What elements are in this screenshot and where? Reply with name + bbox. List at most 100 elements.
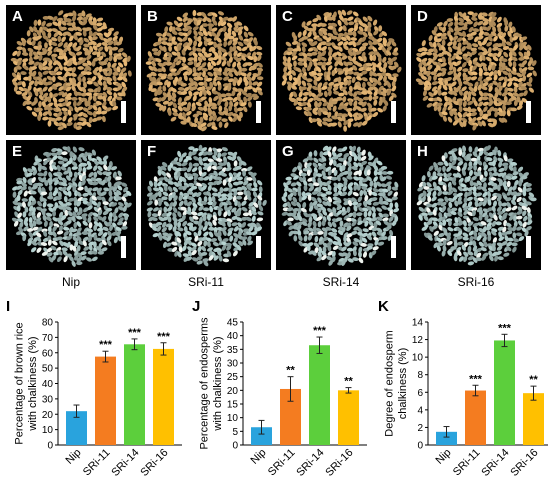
y-tick-label: 20 bbox=[42, 410, 54, 421]
y-axis-label-line: chalkiness (%) bbox=[397, 348, 409, 420]
y-tick-label: 0 bbox=[417, 441, 423, 452]
grain-disk bbox=[10, 10, 132, 131]
y-tick-label: 0 bbox=[47, 441, 53, 452]
bar-nip bbox=[66, 411, 87, 445]
y-axis-label-line: Degree of endosperm bbox=[384, 330, 396, 436]
genotype-label-sri-11: SRi-11 bbox=[188, 275, 224, 289]
scale-bar bbox=[121, 236, 126, 258]
photo-panel-h: H bbox=[411, 140, 541, 270]
chart-letter-j: J bbox=[192, 298, 201, 315]
panel-letter: H bbox=[417, 143, 428, 160]
y-tick-label: 10 bbox=[412, 353, 424, 364]
y-axis-label-line: with chalkiness (%) bbox=[212, 336, 224, 431]
y-tick-label: 45 bbox=[227, 318, 239, 329]
bar-sri-16 bbox=[523, 393, 544, 445]
y-tick-label: 14 bbox=[412, 318, 424, 329]
photo-panel-a: A bbox=[6, 5, 136, 135]
grain-disk bbox=[146, 144, 267, 267]
grain-disk bbox=[416, 145, 537, 266]
photo-panel-f: F bbox=[141, 140, 271, 270]
y-axis-label: Percentage of endospermswith chalkiness … bbox=[199, 317, 224, 450]
bar-sri-14 bbox=[309, 345, 330, 445]
panel-letter: F bbox=[147, 143, 157, 160]
photo-panel-b: B bbox=[141, 5, 271, 135]
y-tick-label: 10 bbox=[227, 413, 239, 424]
genotype-label-sri-16: SRi-16 bbox=[457, 275, 495, 289]
bar-sri-16 bbox=[153, 348, 174, 445]
x-tick-label: Nip bbox=[433, 447, 453, 467]
x-tick-label: SRi-11 bbox=[451, 447, 483, 479]
scale-bar bbox=[391, 236, 396, 258]
significance-marker: *** bbox=[128, 327, 142, 339]
y-tick-label: 12 bbox=[412, 335, 424, 346]
genotype-label-nip: Nip bbox=[61, 275, 80, 289]
grain-disk bbox=[11, 146, 132, 267]
photo-panel-c: C bbox=[276, 5, 406, 135]
y-axis-label-line: Percentage of brown rice bbox=[14, 322, 26, 444]
scale-bar bbox=[526, 101, 531, 123]
y-tick-label: 5 bbox=[232, 427, 238, 438]
bar-nip bbox=[251, 427, 272, 445]
y-tick-label: 2 bbox=[417, 423, 423, 434]
y-axis-label-line: with chalkiness (%) bbox=[27, 336, 39, 431]
y-tick-label: 60 bbox=[42, 348, 54, 359]
y-axis-label-line: Percentage of endosperms bbox=[199, 317, 211, 450]
scale-bar bbox=[256, 101, 261, 123]
x-tick-label: SRi-11 bbox=[81, 447, 113, 479]
significance-marker: *** bbox=[313, 325, 327, 337]
y-axis-label: Degree of endospermchalkiness (%) bbox=[384, 330, 409, 436]
y-tick-label: 40 bbox=[227, 331, 239, 342]
y-tick-label: 4 bbox=[417, 405, 423, 416]
significance-marker: *** bbox=[469, 373, 483, 385]
significance-marker: ** bbox=[286, 365, 295, 377]
y-tick-label: 30 bbox=[227, 359, 239, 370]
grain-disk bbox=[281, 9, 402, 132]
photo-panel-g: G bbox=[276, 140, 406, 270]
grain-disk bbox=[415, 11, 537, 131]
panel-letter: D bbox=[417, 8, 428, 25]
x-tick-label: SRi-14 bbox=[109, 447, 141, 479]
y-tick-label: 40 bbox=[42, 379, 54, 390]
bar-sri-14 bbox=[494, 340, 515, 445]
x-tick-label: SRi-11 bbox=[266, 447, 298, 479]
y-axis-label: Percentage of brown ricewith chalkiness … bbox=[14, 322, 39, 444]
x-tick-label: SRi-14 bbox=[294, 447, 326, 479]
bar-sri-16 bbox=[338, 390, 359, 445]
significance-marker: ** bbox=[344, 376, 353, 388]
y-tick-label: 6 bbox=[417, 388, 423, 399]
grain-disk bbox=[281, 145, 400, 266]
y-tick-label: 10 bbox=[42, 425, 54, 436]
x-tick-label: Nip bbox=[63, 447, 83, 467]
y-tick-label: 80 bbox=[42, 318, 54, 329]
grain-disk bbox=[145, 9, 264, 132]
y-tick-label: 25 bbox=[227, 372, 239, 383]
bar-nip bbox=[436, 431, 457, 445]
significance-marker: *** bbox=[99, 339, 113, 351]
panel-letter: C bbox=[282, 8, 293, 25]
x-tick-label: SRi-14 bbox=[479, 447, 511, 479]
x-tick-label: SRi-16 bbox=[138, 447, 170, 479]
panel-letter: E bbox=[12, 143, 23, 160]
x-tick-label: SRi-16 bbox=[508, 447, 540, 479]
bar-sri-14 bbox=[124, 344, 145, 445]
y-tick-label: 35 bbox=[227, 345, 239, 356]
bar-sri-11 bbox=[280, 388, 301, 445]
x-tick-label: SRi-16 bbox=[323, 447, 355, 479]
chart-endosperm-chalkiness-degree: Degree of endospermchalkiness (%) 0 2 4 6 8 10… bbox=[384, 318, 548, 479]
x-tick-label: Nip bbox=[248, 447, 268, 467]
photo-panel-d: D bbox=[411, 5, 541, 135]
panel-letter: G bbox=[282, 143, 294, 160]
scale-bar bbox=[526, 236, 531, 258]
scale-bar bbox=[391, 101, 396, 123]
significance-marker: ** bbox=[529, 374, 538, 386]
photo-panel-e: E bbox=[6, 140, 136, 270]
genotype-label-sri-14: SRi-14 bbox=[322, 275, 360, 289]
panel-letter: B bbox=[147, 8, 158, 25]
y-tick-label: 50 bbox=[42, 364, 54, 375]
y-tick-label: 30 bbox=[42, 394, 54, 405]
bar-sri-11 bbox=[95, 356, 116, 445]
bar-sri-11 bbox=[465, 390, 486, 445]
y-tick-label: 0 bbox=[232, 441, 238, 452]
chart-brown-rice-chalkiness: Percentage of brown ricewith chalkiness … bbox=[14, 318, 182, 479]
y-tick-label: 15 bbox=[227, 400, 239, 411]
